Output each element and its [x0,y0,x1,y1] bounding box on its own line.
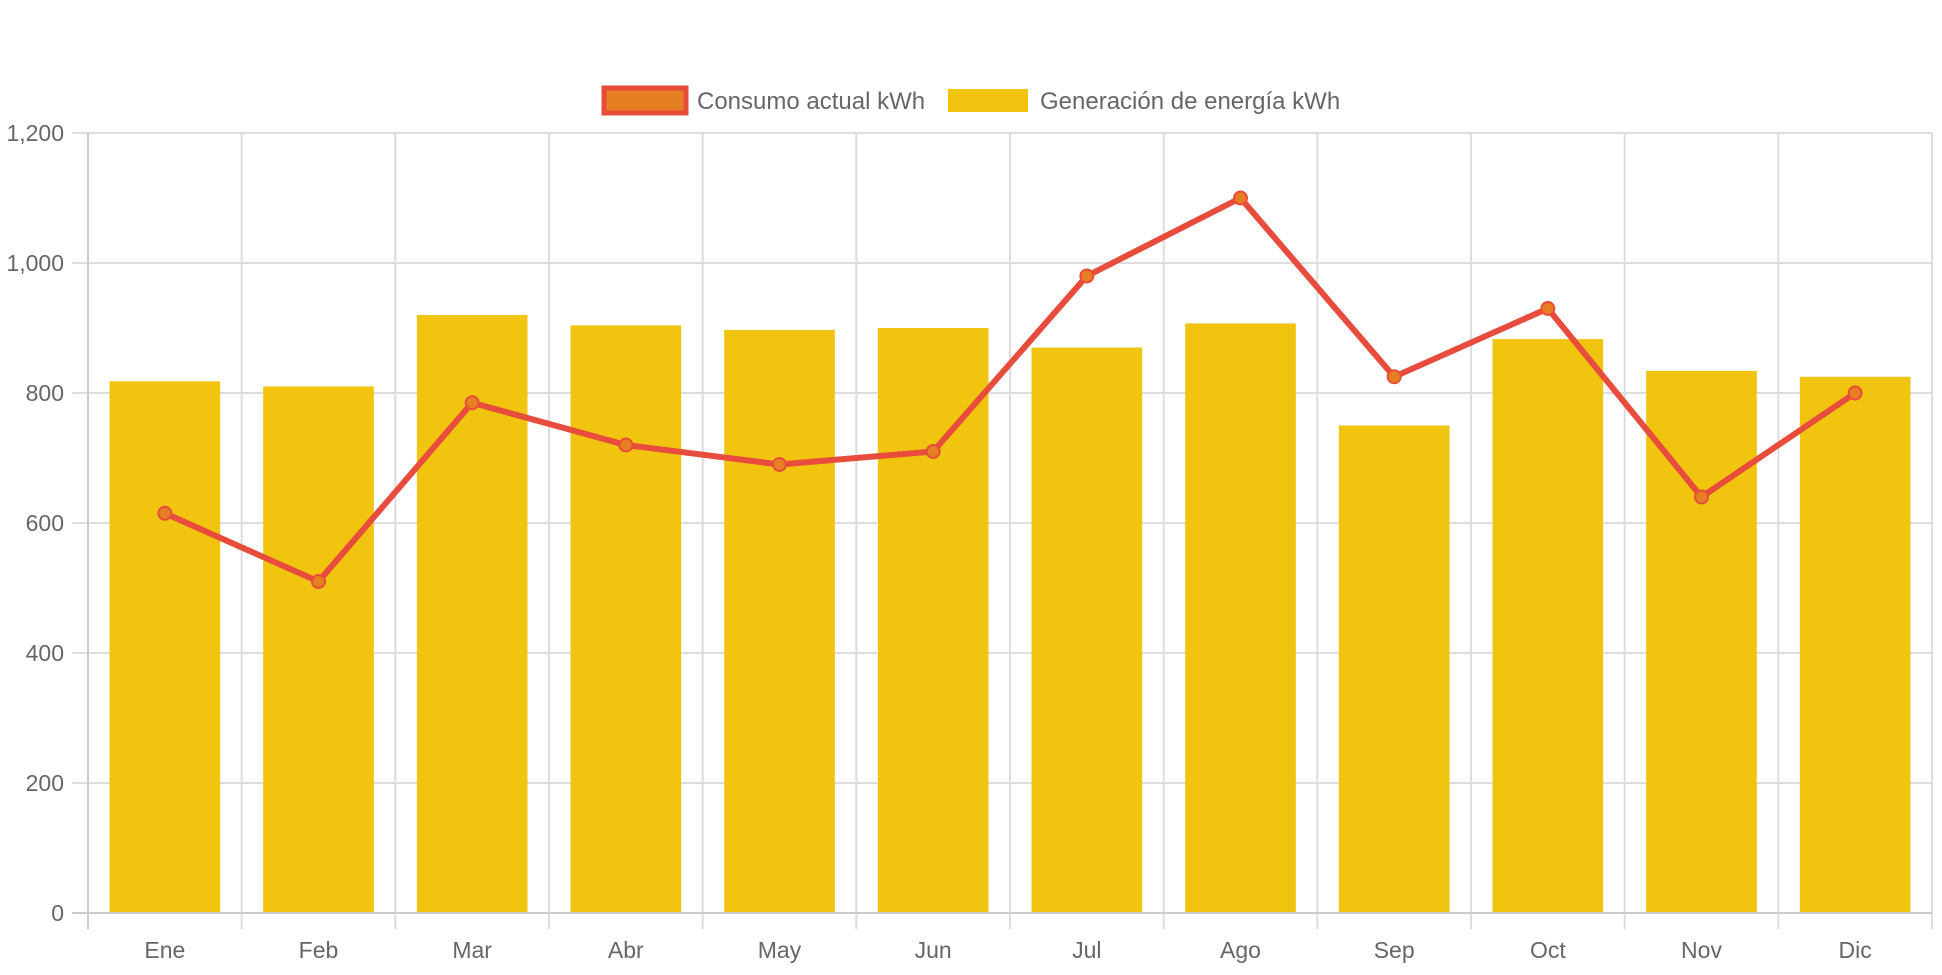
point-feb [311,574,326,589]
y-axis: 0 200 400 600 800 1,000 1,200 [6,120,89,929]
y-tick-label: 200 [26,770,64,796]
consumption-line [161,195,1859,585]
point-jun [925,444,941,459]
x-tick-label: Jul [1072,937,1101,963]
legend-item-generacion[interactable]: Generación de energía kWh [948,88,1340,115]
x-axis: Ene Feb Mar Abr May Jun Jul Ago Sep Oct Nov Dic [72,912,1932,963]
x-tick-label: Jun [915,937,952,963]
y-tick-label: 400 [26,640,64,666]
legend-swatch-consumo [601,85,689,116]
y-tick-label: 0 [51,900,64,926]
bar-oct [1492,339,1604,913]
legend-item-consumo[interactable]: Consumo actual kWh [601,85,925,116]
point-may [772,457,787,472]
bar-ago [1185,323,1296,913]
x-tick-label: Oct [1530,937,1566,963]
bar-jul [1031,347,1143,913]
x-tick-label: Sep [1374,937,1415,963]
generation-bars [109,315,1911,913]
point-nov [1694,489,1709,505]
bar-nov [1646,370,1757,913]
x-tick-label: Nov [1681,937,1722,963]
x-tick-label: Feb [299,937,339,963]
bar-may [724,329,835,913]
legend-label-generacion: Generación de energía kWh [1040,88,1340,115]
bar-dic [1799,376,1911,913]
bar-sep [1338,425,1450,913]
legend-label-consumo: Consumo actual kWh [697,88,925,115]
point-mar [464,395,480,411]
consumption-line-series [157,190,1863,589]
bar-feb [263,386,374,913]
bar-abr [570,325,682,913]
legend-swatch-generacion [948,89,1028,112]
point-dic [1847,385,1863,401]
y-tick-label: 800 [26,380,64,406]
x-tick-label: Ene [144,937,185,963]
legend: Consumo actual kWh Generación de energía… [601,85,1340,116]
y-tick-label: 600 [26,510,64,536]
x-tick-label: Dic [1839,937,1872,963]
y-tick-label: 1,000 [6,250,64,276]
point-oct [1540,301,1556,316]
y-tick-label: 1,200 [6,120,64,146]
point-jul [1079,268,1095,284]
point-ene [157,505,173,521]
x-tick-label: May [758,937,802,963]
bar-jun [877,328,989,913]
point-abr [618,437,634,453]
bar-ene [109,381,221,913]
point-ago [1233,190,1248,206]
grid [72,132,1933,929]
x-tick-label: Ago [1220,937,1261,963]
x-tick-label: Abr [608,937,644,963]
point-sep [1386,369,1402,385]
x-tick-label: Mar [452,937,492,963]
